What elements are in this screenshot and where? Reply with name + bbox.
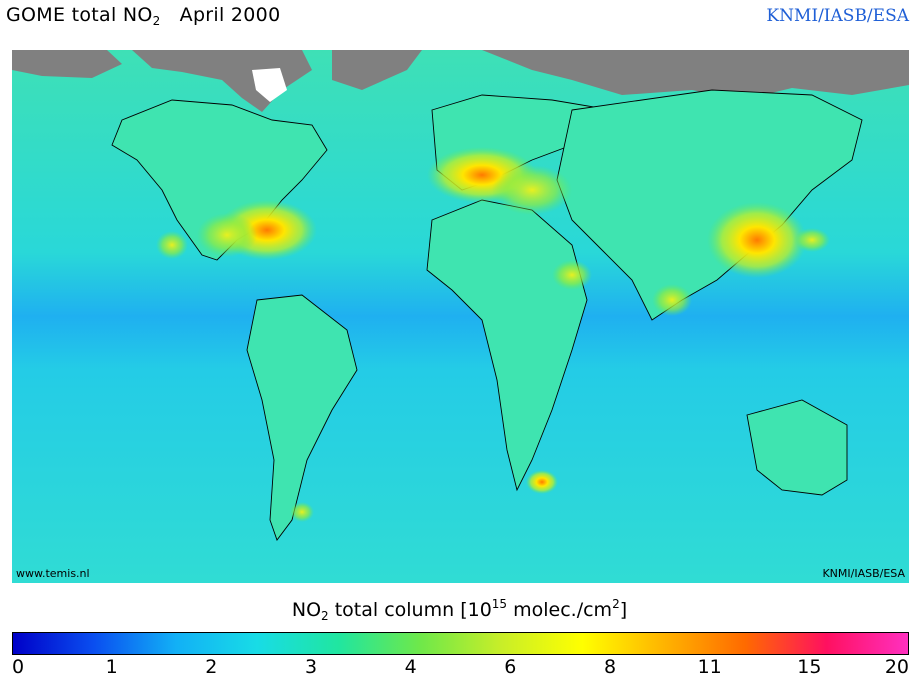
no2-map: www.temis.nl KNMI/IASB/ESA: [12, 50, 909, 583]
map-canvas: www.temis.nl KNMI/IASB/ESA: [12, 50, 909, 583]
greenland-nodata: [252, 68, 287, 102]
colorbar-tick-label: 3: [304, 656, 318, 678]
colorbar-tick-label: 6: [504, 656, 517, 678]
continents: [111, 89, 863, 541]
colorbar-tick-label: 8: [603, 656, 617, 678]
map-right-tag: KNMI/IASB/ESA: [822, 567, 905, 580]
colorbar-tick-label: 15: [797, 656, 822, 678]
colorbar-tick-label: 0: [12, 656, 25, 678]
colorbar-tick-label: 20: [884, 656, 909, 678]
map-title: GOME total NO2 April 2000: [6, 4, 281, 28]
colorbar-tick-label: 2: [205, 656, 218, 678]
map-left-tag: www.temis.nl: [16, 567, 90, 580]
colorbar-tick-label: 11: [697, 656, 722, 678]
credit-text: KNMI/IASB/ESA: [766, 6, 909, 26]
colorbar: [12, 632, 909, 655]
colorbar-ticks: 0 1 2 3 4 6 8 11 15 20: [12, 656, 909, 682]
no2-hotspots: [156, 147, 830, 522]
colorbar-tick-label: 1: [105, 656, 118, 678]
colorbar-tick-label: 4: [404, 656, 417, 678]
colorbar-label: NO2 total column [1015 molec./cm2]: [291, 597, 628, 623]
